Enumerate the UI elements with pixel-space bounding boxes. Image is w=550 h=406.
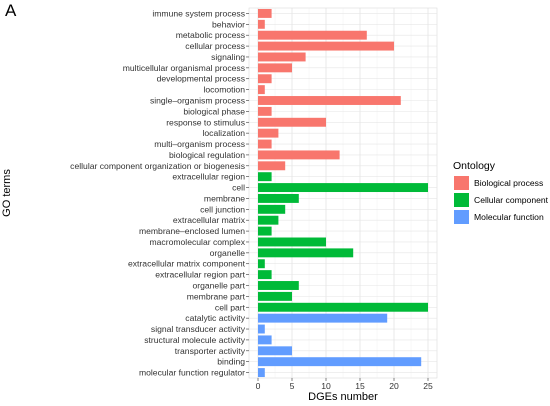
legend: Ontology Biological process Cellular comp… [453, 160, 549, 224]
x-tick-label: 10 [321, 381, 331, 391]
category-label: multi–organism process [154, 139, 245, 149]
x-tick-label: 0 [256, 381, 261, 391]
bar [258, 139, 272, 149]
bar [258, 172, 272, 182]
legend-label: Biological process [474, 178, 543, 188]
bars [258, 8, 428, 378]
category-label: organelle part [192, 281, 245, 291]
category-label: membrane [204, 193, 245, 203]
bar [258, 357, 422, 367]
bar [258, 335, 272, 345]
bar [258, 281, 299, 290]
category-label: signaling [211, 52, 245, 62]
category-label: catalytic activity [185, 313, 245, 323]
category-label: immune system process [152, 8, 245, 18]
category-label: cell part [215, 302, 246, 312]
category-label: organelle [210, 248, 246, 258]
bar [258, 183, 428, 193]
bar [258, 85, 265, 95]
bar [258, 291, 292, 301]
x-tick-label: 20 [389, 381, 399, 391]
category-label: membrane part [187, 291, 246, 301]
category-label: biological phase [183, 106, 245, 116]
category-label: cellular component organization or bioge… [70, 161, 245, 171]
bar [258, 41, 394, 51]
bar [258, 368, 265, 378]
category-label: single–organism process [150, 96, 245, 106]
bar [258, 19, 265, 29]
category-label: cell [232, 183, 245, 193]
bar [258, 237, 326, 247]
bar [258, 117, 326, 127]
category-label: extracellular region part [155, 270, 245, 280]
x-axis-ticks: 0 5 10 15 20 25 [256, 378, 433, 391]
category-label: extracellular matrix [173, 215, 246, 225]
bar [258, 74, 272, 84]
legend-swatch [454, 176, 469, 190]
category-label: cellular process [185, 41, 245, 51]
panel-label: A [5, 1, 17, 20]
bar [258, 52, 306, 62]
bar [258, 204, 286, 214]
category-label: extracellular matrix component [128, 259, 246, 269]
category-label: locomotion [203, 85, 245, 95]
category-label: binding [217, 357, 245, 367]
bar [258, 106, 272, 116]
bar [258, 128, 279, 138]
category-label: metabolic process [176, 30, 245, 40]
y-axis-title: GO terms [1, 169, 13, 217]
bar [258, 313, 388, 323]
bar [258, 8, 272, 18]
legend-swatch [454, 193, 469, 207]
x-tick-label: 25 [423, 381, 433, 391]
legend-title: Ontology [453, 160, 496, 172]
bar [258, 96, 401, 105]
category-label: membrane–enclosed lumen [139, 226, 245, 236]
category-label: multicellular organismal process [123, 63, 245, 73]
bar [258, 150, 340, 160]
x-axis-title: DGEs number [308, 391, 378, 403]
category-label: biological regulation [169, 150, 245, 160]
x-tick-label: 5 [290, 381, 295, 391]
category-label: signal transducer activity [151, 324, 246, 334]
legend-label: Cellular component [474, 195, 549, 205]
bar [258, 30, 367, 40]
bar [258, 226, 272, 236]
bar [258, 248, 354, 258]
bar [258, 346, 292, 356]
bar [258, 193, 299, 203]
category-label: cell junction [200, 204, 245, 214]
bar [258, 302, 428, 312]
category-label: response to stimulus [166, 117, 245, 127]
x-tick-label: 15 [355, 381, 365, 391]
category-label: behavior [212, 19, 245, 29]
bar [258, 324, 265, 334]
category-label: macromolecular complex [149, 237, 245, 247]
category-label: developmental process [157, 74, 245, 84]
legend-label: Molecular function [474, 212, 544, 222]
category-label: molecular function regulator [139, 368, 245, 378]
bar [258, 259, 265, 269]
category-label: transporter activity [175, 346, 246, 356]
category-label: structural molecule activity [144, 335, 245, 345]
category-label: extracellular region [172, 172, 245, 182]
bar [258, 63, 292, 73]
bar [258, 215, 279, 225]
category-label: localization [202, 128, 245, 138]
bar [258, 161, 286, 171]
bar [258, 270, 272, 280]
legend-swatch [454, 210, 469, 224]
